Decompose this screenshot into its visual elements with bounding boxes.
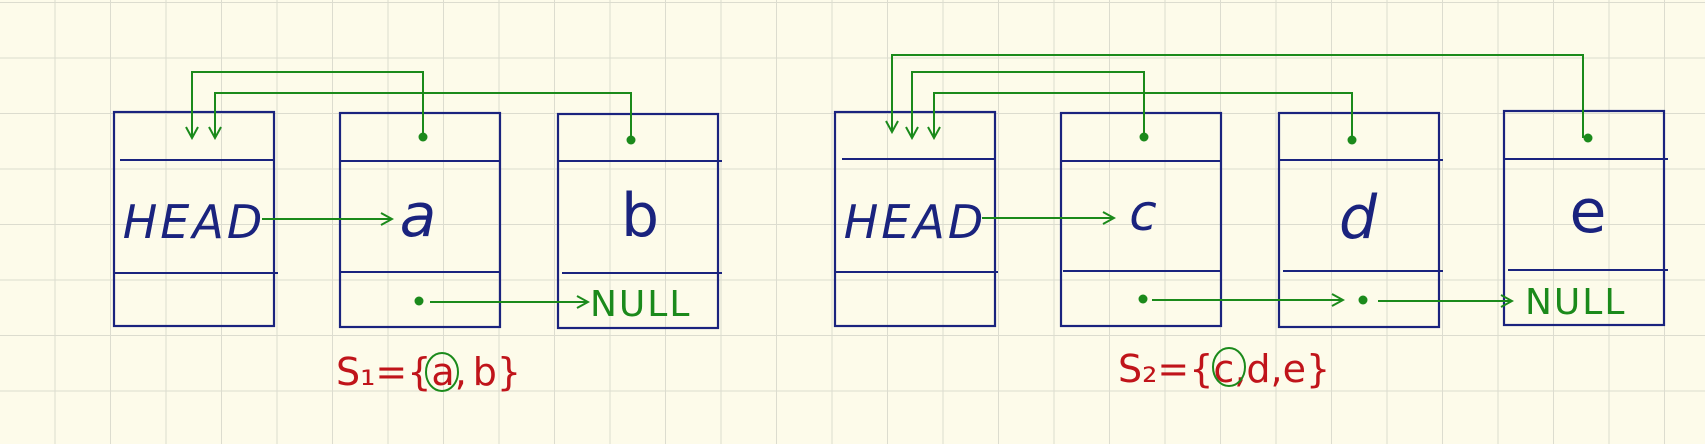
list1-set-open: ={ <box>375 350 431 394</box>
list2-node-d: d <box>1277 111 1443 329</box>
list2-node-d-value: d <box>1339 183 1378 253</box>
list2-set-close: } <box>1306 347 1330 391</box>
list2-node-c: c <box>1059 111 1223 328</box>
list1-b-to-head-arrow <box>215 92 632 140</box>
list2-node-e-value: e <box>1570 177 1607 247</box>
list2-null-terminator: NULL <box>1525 282 1626 323</box>
list2-head-node: HEAD <box>833 110 998 328</box>
list2-e-to-head-arrow <box>892 54 1584 138</box>
list1-head-label: HEAD <box>123 195 266 249</box>
list2-d-to-head-arrow <box>934 92 1353 140</box>
list1-a-head-dot <box>418 132 428 142</box>
list2: HEAD c d e NULL <box>833 54 1668 391</box>
list1-head-node: HEAD <box>112 110 278 328</box>
list1: HEAD a b NULL S₁={a, b} <box>112 71 722 394</box>
list2-c-next-dot <box>1138 294 1148 304</box>
list1-b-head-dot <box>626 135 636 145</box>
list1-representative-circle <box>425 352 459 392</box>
list1-node-b-value: b <box>621 181 659 251</box>
list1-set-label: S₁={a, b} <box>336 350 521 394</box>
list2-set-item-e: e <box>1283 347 1306 391</box>
list2-c-head-dot <box>1139 132 1149 142</box>
list2-representative-circle <box>1212 347 1246 387</box>
list1-set-name: S₁ <box>336 350 375 394</box>
list2-d-head-dot <box>1347 135 1357 145</box>
list1-set-item-a: a <box>431 350 454 394</box>
list1-null-terminator: NULL <box>590 284 691 325</box>
list2-d-next-dot <box>1358 295 1368 305</box>
list2-node-e: e NULL <box>1502 109 1668 327</box>
list2-node-c-value: c <box>1129 184 1157 242</box>
list2-e-head-dot <box>1583 133 1593 143</box>
list1-set-close: } <box>497 350 521 394</box>
list2-set-label: S₂={c,d,e} <box>1118 347 1330 391</box>
list2-c-to-head-arrow <box>912 71 1145 138</box>
list2-set-item-d: d <box>1246 347 1270 391</box>
list1-a-to-head-arrow <box>192 71 424 138</box>
list1-a-next-dot <box>414 296 424 306</box>
list2-head-label: HEAD <box>844 195 987 249</box>
list2-set-open: ={ <box>1157 347 1213 391</box>
list1-node-a: a <box>338 111 502 329</box>
list1-node-b: b NULL <box>556 112 722 330</box>
list1-node-a-value: a <box>400 181 437 251</box>
list2-set-name: S₂ <box>1118 347 1157 391</box>
list1-set-item-b: b <box>473 350 497 394</box>
